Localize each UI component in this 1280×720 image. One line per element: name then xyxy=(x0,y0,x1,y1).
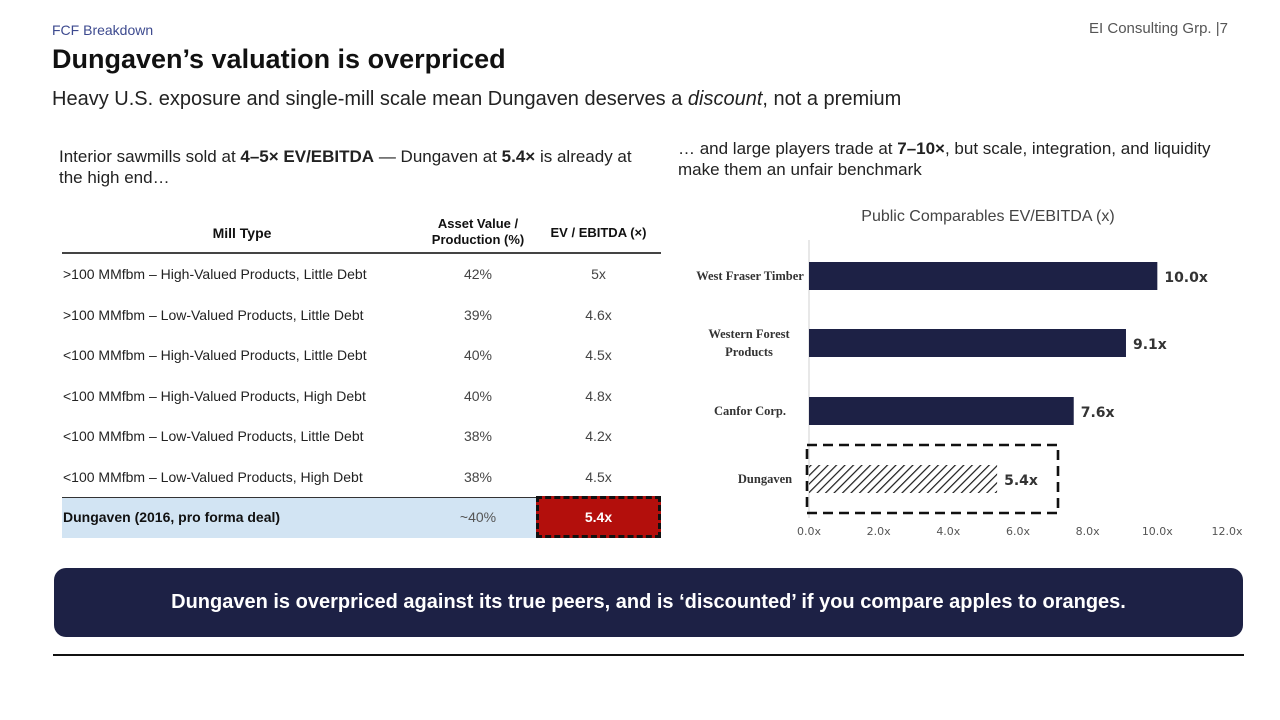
subtitle-text-post: , not a premium xyxy=(762,88,902,110)
chart-bar xyxy=(809,397,1074,425)
cell-mill-type: <100 MMfbm – Low-Valued Products, High D… xyxy=(63,468,363,485)
subtitle-emphasis: discount xyxy=(687,88,763,110)
chart-svg: West Fraser Timber 10.0x Western Forest Pro… xyxy=(696,240,1243,538)
chart-category-label: Western Forest xyxy=(708,327,790,341)
header-ev-ebitda: EV / EBITDA (×) xyxy=(550,225,647,240)
right-intro-p1: … and large players trade at xyxy=(678,139,898,158)
cell-asset-value: 39% xyxy=(463,306,493,323)
table-row-highlight: Dungaven (2016, pro forma deal) ~40% 5.4… xyxy=(62,496,661,538)
cell-mill-type: <100 MMfbm – Low-Valued Products, Little… xyxy=(63,428,364,445)
chart-category-label: West Fraser Timber xyxy=(696,269,804,283)
section-tag: FCF Breakdown xyxy=(52,22,154,38)
right-intro-p2: , but scale, integration, and liquidity … xyxy=(678,139,1211,179)
left-intro-p1: Interior sawmills sold at xyxy=(59,147,241,166)
chart-x-tick-label: 8.0x xyxy=(1076,525,1100,538)
cell-ev-ebitda: 4.5x xyxy=(585,347,612,364)
header-mill-type: Mill Type xyxy=(212,225,272,241)
cell-asset-value: 42% xyxy=(463,266,493,283)
page-title: Dungaven’s valuation is overpriced xyxy=(52,44,506,74)
cell-asset-value: 38% xyxy=(463,468,493,485)
table-header: Mill Type Asset Value / Production (%) E… xyxy=(62,210,661,254)
cell-ev-ebitda: 4.5x xyxy=(585,468,612,485)
chart-title: Public Comparables EV/EBITDA (x) xyxy=(861,208,1115,225)
right-intro-text: … and large players trade at 7–10×, but … xyxy=(678,138,1238,180)
cell-ev-ebitda: 4.2x xyxy=(585,428,612,445)
bottom-rule xyxy=(53,654,1244,656)
mill-comparables-table: Mill Type Asset Value / Production (%) E… xyxy=(62,210,661,538)
chart-data-label: 7.6x xyxy=(1081,405,1115,421)
left-intro-b1: 4–5× EV/EBITDA xyxy=(240,147,375,166)
cell-mill-type: >100 MMfbm – Low-Valued Products, Little… xyxy=(63,306,364,323)
page-subtitle: Heavy U.S. exposure and single-mill scal… xyxy=(52,88,901,111)
cell-asset-value: 40% xyxy=(463,387,493,404)
chart-x-tick-label: 2.0x xyxy=(867,525,891,538)
cell-ev-ebitda: 4.6x xyxy=(585,306,612,323)
table-row: >100 MMfbm – Low-Valued Products, Little… xyxy=(62,295,661,336)
firm-page-label: EI Consulting Grp. |7 xyxy=(1089,20,1228,37)
cell-mill-type: >100 MMfbm – High-Valued Products, Littl… xyxy=(63,266,367,283)
cell-mill-type-dungaven: Dungaven (2016, pro forma deal) xyxy=(63,509,281,526)
table-row: <100 MMfbm – High-Valued Products, Littl… xyxy=(62,335,661,376)
chart-x-tick-label: 10.0x xyxy=(1142,525,1173,538)
chart-data-label: 5.4x xyxy=(1004,473,1038,489)
table-row: <100 MMfbm – Low-Valued Products, Little… xyxy=(62,416,661,457)
chart-data-label: 9.1x xyxy=(1133,337,1167,353)
table-row: >100 MMfbm – High-Valued Products, Littl… xyxy=(62,254,661,295)
cell-asset-value: 40% xyxy=(463,347,493,364)
cell-mill-type: <100 MMfbm – High-Valued Products, Littl… xyxy=(63,347,367,364)
chart-bar xyxy=(809,465,998,493)
cell-asset-value-dungaven: ~40% xyxy=(459,509,497,526)
table-row: <100 MMfbm – Low-Valued Products, High D… xyxy=(62,457,661,498)
chart-bar xyxy=(809,329,1126,357)
cell-mill-type: <100 MMfbm – High-Valued Products, High … xyxy=(63,387,366,404)
chart-bar xyxy=(809,262,1158,290)
chart-x-tick-label: 6.0x xyxy=(1006,525,1030,538)
table-row: <100 MMfbm – High-Valued Products, High … xyxy=(62,376,661,417)
highlight-row-background xyxy=(62,497,536,538)
left-intro-text: Interior sawmills sold at 4–5× EV/EBITDA… xyxy=(59,146,639,188)
chart-x-tick-label: 0.0x xyxy=(797,525,821,538)
left-intro-p3: is already at the high end… xyxy=(59,147,632,187)
left-intro-b2: 5.4× xyxy=(501,147,536,166)
left-intro-p2: — Dungaven at xyxy=(374,147,502,166)
table-body: >100 MMfbm – High-Valued Products, Littl… xyxy=(62,254,661,538)
chart-category-label: Canfor Corp. xyxy=(714,404,786,418)
right-intro-b1: 7–10× xyxy=(897,139,945,158)
header-asset-value: Asset Value / Production (%) xyxy=(431,216,525,247)
chart-category-label: Products xyxy=(725,345,773,359)
subtitle-text-pre: Heavy U.S. exposure and single-mill scal… xyxy=(52,88,688,110)
cell-ev-ebitda: 5x xyxy=(591,266,606,283)
chart-x-tick-label: 12.0x xyxy=(1211,525,1242,538)
chart-category-label: Dungaven xyxy=(738,472,792,486)
public-comparables-chart: Public Comparables EV/EBITDA (x) West Fr… xyxy=(668,200,1258,550)
key-takeaway-callout: Dungaven is overpriced against its true … xyxy=(54,568,1243,637)
cell-asset-value: 38% xyxy=(463,428,493,445)
chart-data-label: 10.0x xyxy=(1164,270,1208,286)
chart-x-tick-label: 4.0x xyxy=(936,525,960,538)
cell-ev-ebitda-dungaven: 5.4x xyxy=(536,496,661,538)
cell-ev-ebitda: 4.8x xyxy=(585,387,612,404)
callout-text: Dungaven is overpriced against its true … xyxy=(171,591,1126,613)
